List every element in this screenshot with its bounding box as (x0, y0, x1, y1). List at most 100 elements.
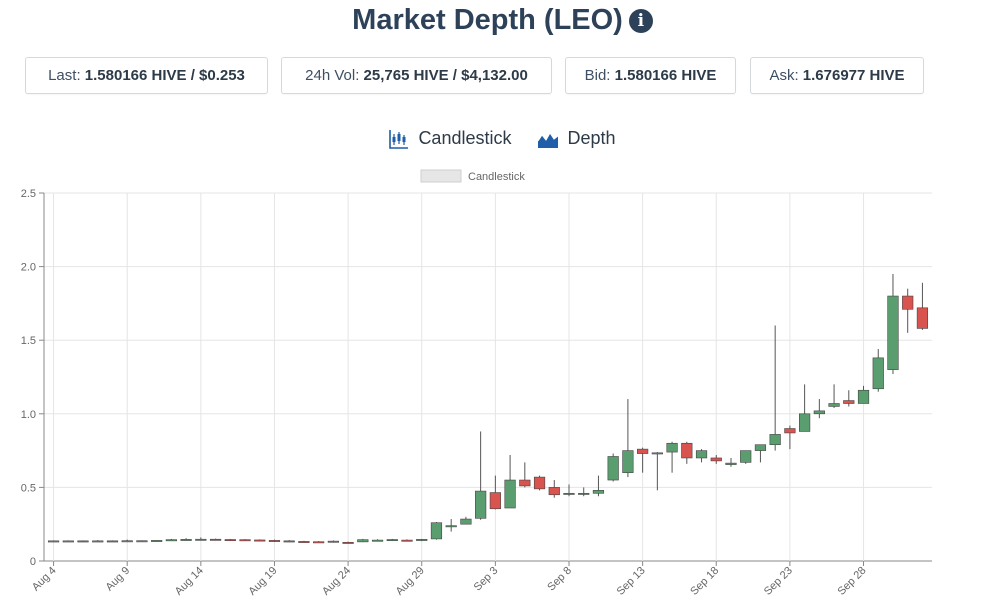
candle-body (666, 442, 678, 453)
candle-body (887, 295, 899, 370)
candle-body (475, 490, 487, 519)
volume-value: 25,765 HIVE / $4,132.00 (363, 67, 528, 84)
candle-body (681, 442, 693, 459)
candle-body (151, 540, 163, 542)
candle-body (504, 479, 516, 509)
candle-body (916, 307, 929, 329)
candle-body (298, 541, 310, 543)
volume-box: 24h Vol: 25,765 HIVE / $4,132.00 (281, 57, 552, 94)
candle-body (637, 448, 649, 454)
candle-body (902, 295, 914, 310)
tab-candlestick[interactable]: Candlestick (389, 128, 511, 149)
x-tick-label: Aug 14 (173, 565, 206, 598)
y-tick-label: 0.5 (21, 482, 36, 494)
candle-body (548, 487, 560, 496)
candle-body (754, 444, 767, 451)
last-price-value: 1.580166 HIVE / $0.253 (84, 67, 245, 84)
candle-body (165, 539, 177, 542)
candle-body (268, 540, 281, 542)
candle-body (357, 539, 369, 543)
x-tick-label: Sep 18 (688, 565, 721, 598)
y-tick-label: 1.0 (21, 409, 36, 421)
legend-label: Candlestick (468, 171, 525, 183)
x-tick-label: Sep 28 (835, 565, 868, 598)
candle-body (769, 434, 781, 446)
candle-body (254, 539, 266, 542)
candle-body (843, 400, 855, 404)
header: Market Depth (LEO) i (0, 4, 1005, 37)
x-tick-label: Sep 3 (472, 565, 501, 594)
y-tick-label: 1.5 (21, 335, 36, 347)
ask-label: Ask: (769, 67, 803, 84)
candle-body (327, 540, 339, 543)
tab-depth[interactable]: Depth (537, 128, 616, 149)
candle-body (209, 538, 222, 541)
candle-body (622, 450, 634, 473)
candle-body (195, 538, 207, 541)
candle-body (813, 410, 825, 415)
depth-chart-icon (537, 131, 558, 148)
candle-body (489, 492, 501, 510)
volume-label: 24h Vol: (305, 67, 364, 84)
x-tick-label: Sep 23 (762, 565, 795, 598)
candle-body (92, 540, 104, 543)
candle-body (62, 540, 74, 543)
candle-body (784, 428, 796, 434)
candle-body (725, 462, 737, 465)
candle-body (239, 539, 251, 542)
candle-body (313, 541, 325, 544)
x-tick-label: Aug 4 (30, 565, 59, 594)
candle-body (121, 540, 133, 543)
candle-body (578, 492, 590, 495)
legend-swatch (420, 169, 462, 183)
last-price-label: Last: (48, 67, 85, 84)
candle-body (47, 540, 60, 543)
candle-body (533, 476, 546, 490)
candle-body (224, 539, 236, 542)
tab-depth-label: Depth (567, 128, 616, 148)
candle-body (828, 403, 840, 407)
candle-body (430, 522, 443, 540)
candle-body (563, 492, 575, 495)
candle-body (136, 540, 148, 543)
last-price-box: Last: 1.580166 HIVE / $0.253 (25, 57, 268, 94)
x-tick-label: Aug 19 (246, 565, 279, 598)
ask-box: Ask: 1.676977 HIVE (750, 57, 924, 94)
candle-body (651, 452, 663, 455)
candle-body (386, 539, 398, 542)
candle-body (872, 357, 884, 390)
candle-body (445, 525, 457, 528)
y-tick-label: 2.5 (21, 188, 36, 200)
candle-body (519, 479, 531, 487)
candle-body (607, 456, 619, 481)
candle-body (416, 539, 428, 541)
candle-body (283, 540, 295, 543)
bid-box: Bid: 1.580166 HIVE (565, 57, 736, 94)
candle-body (180, 539, 192, 541)
x-tick-label: Aug 29 (394, 565, 427, 598)
tab-candlestick-label: Candlestick (418, 128, 512, 148)
candle-body (799, 413, 811, 432)
y-tick-label: 2.0 (21, 262, 36, 274)
candle-body (740, 450, 752, 463)
candle-body (460, 518, 472, 525)
x-tick-label: Aug 24 (320, 565, 353, 598)
candle-body (371, 539, 384, 542)
x-tick-label: Sep 8 (545, 565, 574, 594)
candle-body (77, 540, 89, 543)
page-title: Market Depth (LEO) (352, 4, 623, 36)
candle-body (695, 450, 708, 459)
candle-body (106, 540, 119, 543)
candle-body (857, 389, 870, 404)
candle-body (401, 539, 413, 542)
bid-value: 1.580166 HIVE (614, 67, 717, 84)
candle-body (342, 542, 354, 544)
candlestick-icon (389, 129, 409, 149)
info-icon[interactable]: i (628, 8, 653, 33)
chart-tabs: Candlestick Depth (0, 128, 1005, 154)
x-tick-label: Sep 13 (615, 565, 648, 598)
y-tick-label: 0 (30, 556, 36, 568)
bid-label: Bid: (584, 67, 615, 84)
x-tick-label: Aug 9 (104, 565, 133, 594)
